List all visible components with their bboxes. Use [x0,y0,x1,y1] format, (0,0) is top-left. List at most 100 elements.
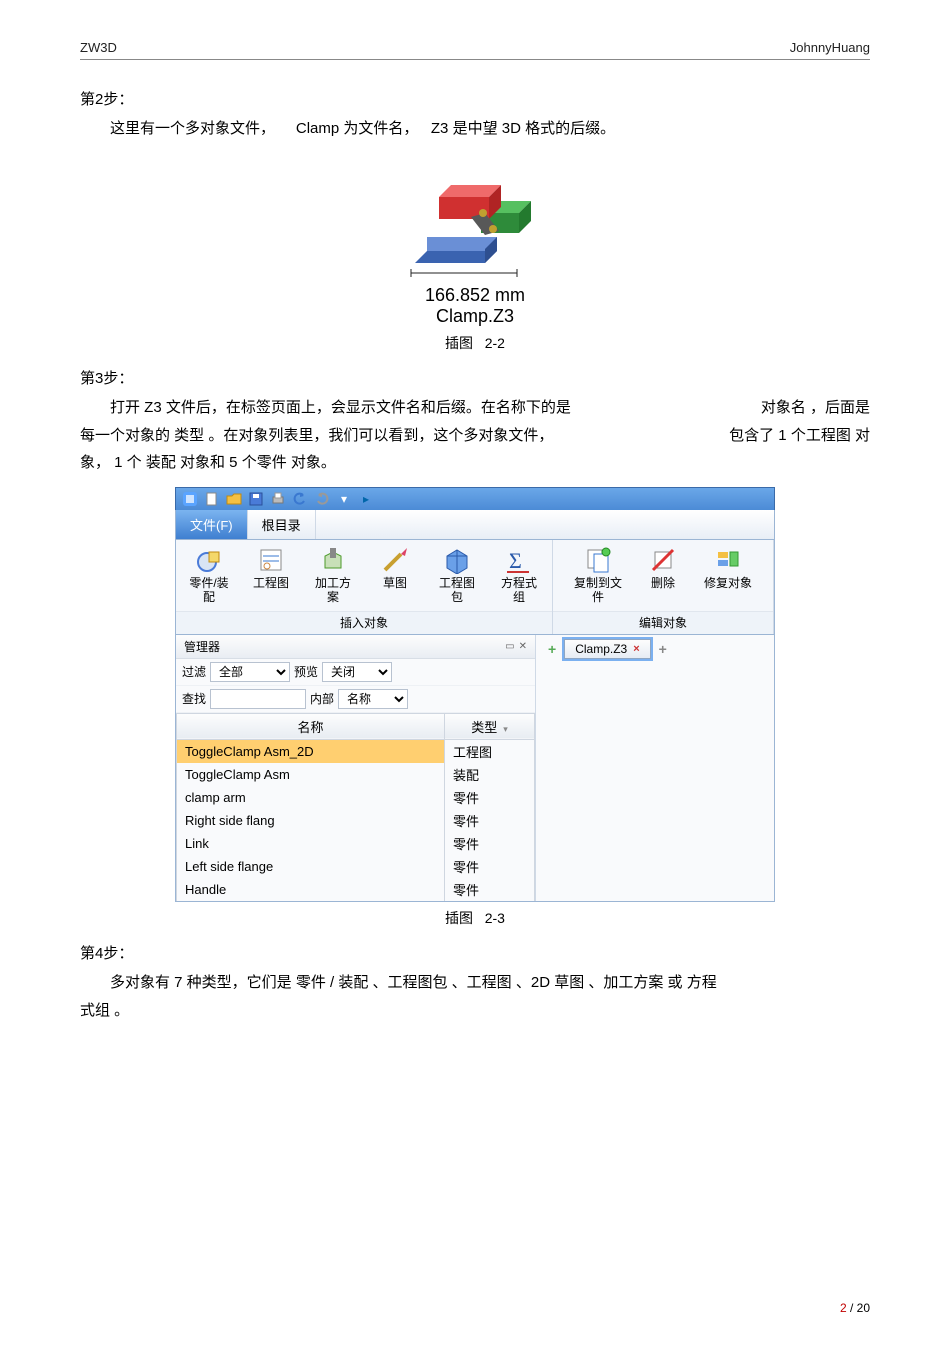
new-file-icon[interactable] [204,491,220,507]
cell-type: 零件 [445,809,535,832]
fig23-caption: 插图 2-3 [80,908,870,928]
step2-text: 这里有一个多对象文件， Clamp 为文件名， Z3 是中望 3D 格式的后缀。 [80,115,870,143]
ribbon-btn-pkg[interactable]: 工程图包 [436,546,478,605]
table-row[interactable]: Link零件 [177,832,535,855]
ribbon-btn-drawing[interactable]: 工程图 [250,546,292,605]
internal-select[interactable]: 名称 [338,689,408,709]
step3-body: 打开 Z3 文件后，在标签页面上，会显示文件名和后缀。在名称下的是 对象名 ，后… [80,394,870,477]
ribbon: 零件/装配工程图加工方案 草图 工程图包 Σ 方程式组 插入对象 复制到文件 删除 修复对象… [175,540,775,635]
ribbon-btn-label: 方程式组 [498,576,540,605]
step4-body: 多对象有 7 种类型，它们是 零件 / 装配 、工程图包 、工程图 、2D 草图… [80,969,870,1025]
step2-text-b: Clamp 为文件名， [296,120,419,137]
cell-type: 零件 [445,855,535,878]
qat-dropdown-icon[interactable]: ▾ [336,491,352,507]
manager-panel: 管理器 ▭ ✕ 过滤 全部 预览 关闭 [176,635,536,901]
cam-icon [319,546,347,574]
find-input[interactable] [210,689,306,709]
part-asm-icon [195,546,223,574]
undo-icon[interactable] [292,491,308,507]
equation-icon: Σ [505,546,533,574]
file-tab[interactable]: Clamp.Z3 × [564,639,650,659]
redo-icon[interactable] [314,491,330,507]
filter-label: 过滤 [182,663,206,680]
ribbon-btn-equation[interactable]: Σ 方程式组 [498,546,540,605]
page-total: 20 [857,1301,870,1315]
cell-name: ToggleClamp Asm [177,763,445,786]
cell-type: 零件 [445,832,535,855]
sort-icon[interactable]: ▾ [503,724,508,734]
ribbon-btn-label: 工程图包 [436,576,478,605]
ribbon-btn-label: 修复对象 [704,576,752,590]
panel-close-icon[interactable]: ✕ [519,641,527,652]
ribbon-btn-cam[interactable]: 加工方案 [312,546,354,605]
preview-label: 预览 [294,663,318,680]
cell-name: Handle [177,878,445,901]
page-current: 2 [840,1301,847,1315]
menu-file[interactable]: 文件(F) [176,510,248,539]
ribbon-btn-part-asm[interactable]: 零件/装配 [188,546,230,605]
manager-title: 管理器 [184,638,220,655]
tab-add-left-icon[interactable]: + [544,639,560,659]
app-icon [182,491,198,507]
ribbon-group-edit-label: 编辑对象 [553,611,773,634]
drawing-icon [257,546,285,574]
table-row[interactable]: Right side flang零件 [177,809,535,832]
header-left: ZW3D [80,40,117,55]
cell-name: ToggleClamp Asm_2D [177,739,445,763]
step2-title: 第2步： [80,88,870,109]
tabs-area: + Clamp.Z3 × + [536,635,774,901]
table-row[interactable]: ToggleClamp Asm_2D工程图 [177,739,535,763]
step2-text-a: 这里有一个多对象文件， [110,120,275,137]
page-footer: 2 / 20 [840,1301,870,1315]
fig22-dim-label: 166.852 mm [370,285,580,306]
save-icon[interactable] [248,491,264,507]
table-row[interactable]: Handle零件 [177,878,535,901]
tab-close-icon[interactable]: × [633,643,639,655]
sketch-icon [381,546,409,574]
preview-select[interactable]: 关闭 [322,662,392,682]
ribbon-btn-sketch[interactable]: 草图 [374,546,416,605]
quick-access-toolbar: ▾ ▸ [175,487,775,510]
ribbon-btn-copy[interactable]: 复制到文件 [574,546,622,605]
figure-2-2: 166.852 mm Clamp.Z3 [370,153,580,327]
object-table: 名称 类型▾ ToggleClamp Asm_2D工程图ToggleClamp … [176,713,535,901]
table-row[interactable]: ToggleClamp Asm装配 [177,763,535,786]
col-name-header[interactable]: 名称 [177,713,445,739]
ribbon-btn-delete[interactable]: 删除 [642,546,684,605]
ribbon-btn-label: 加工方案 [312,576,354,605]
cell-name: Left side flange [177,855,445,878]
internal-label: 内部 [310,690,334,707]
fig22-caption: 插图 2-2 [80,333,870,353]
find-label: 查找 [182,690,206,707]
cell-type: 零件 [445,878,535,901]
cell-type: 装配 [445,763,535,786]
panel-pin-icon[interactable]: ▭ [505,641,514,652]
svg-text:Σ: Σ [509,548,522,573]
col-type-header[interactable]: 类型▾ [445,713,535,739]
delete-icon [649,546,677,574]
copy-icon [584,546,612,574]
header-right: JohnnyHuang [790,40,870,55]
table-row[interactable]: clamp arm零件 [177,786,535,809]
menubar: 文件(F) 根目录 [175,510,775,540]
step2-text-c: Z3 是中望 3D 格式的后缀。 [431,120,615,137]
menu-root[interactable]: 根目录 [248,510,316,539]
ribbon-btn-label: 零件/装配 [188,576,230,605]
ribbon-group-insert-label: 插入对象 [176,611,552,634]
step4-title: 第4步： [80,942,870,963]
pkg-icon [443,546,471,574]
ribbon-btn-repair[interactable]: 修复对象 [704,546,752,605]
ribbon-btn-label: 删除 [651,576,675,590]
ribbon-btn-label: 草图 [383,576,407,590]
tab-add-right-icon[interactable]: + [655,639,671,659]
ribbon-btn-label: 复制到文件 [574,576,622,605]
qat-chevron-icon[interactable]: ▸ [358,491,374,507]
repair-icon [714,546,742,574]
open-folder-icon[interactable] [226,491,242,507]
page-slash: / [850,1301,857,1315]
file-tab-label: Clamp.Z3 [575,642,627,656]
table-row[interactable]: Left side flange零件 [177,855,535,878]
clamp-model-icon [385,153,565,283]
filter-select[interactable]: 全部 [210,662,290,682]
print-icon[interactable] [270,491,286,507]
